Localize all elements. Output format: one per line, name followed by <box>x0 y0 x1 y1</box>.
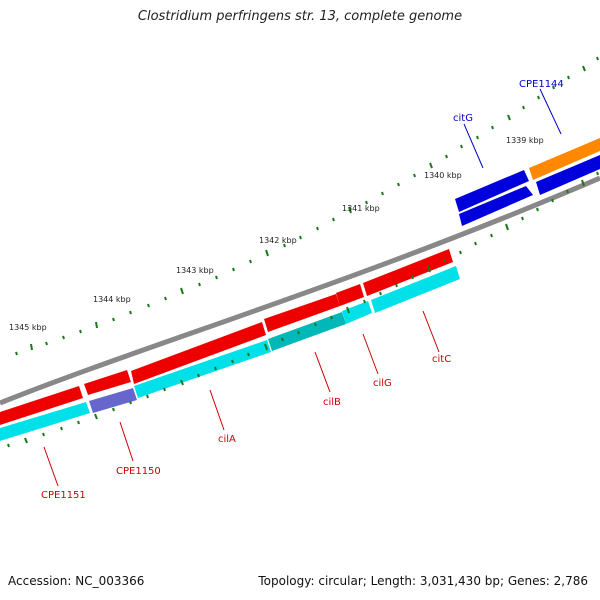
gene-citG-outer[interactable] <box>455 170 529 212</box>
gene-citG-inner[interactable] <box>459 186 533 226</box>
scale-label-1341: 1341 kbp <box>342 204 380 213</box>
gene-label-cpe1151[interactable]: CPE1151 <box>41 490 86 501</box>
feature-cpe1150-cyan[interactable] <box>89 388 137 413</box>
forward-strand <box>455 138 600 226</box>
scale-label-1343: 1343 kbp <box>176 266 214 275</box>
feature-citC-cyan[interactable] <box>371 266 460 313</box>
gene-cpe1144-inner[interactable] <box>536 155 600 195</box>
genome-summary-text: Topology: circular; Length: 3,031,430 bp… <box>258 574 588 588</box>
gene-cpe1150-red[interactable] <box>84 370 131 395</box>
genome-backbone <box>0 175 600 406</box>
accession-text: Accession: NC_003366 <box>8 574 145 588</box>
scale-label-1345: 1345 kbp <box>9 323 47 332</box>
gene-citC-red[interactable] <box>363 249 453 296</box>
gene-cilA-red[interactable] <box>131 322 266 384</box>
gene-label-cpe1150[interactable]: CPE1150 <box>116 466 161 477</box>
gene-cpe1144-outer[interactable] <box>529 138 600 180</box>
reverse-strand <box>0 249 460 441</box>
scale-label-1339: 1339 kbp <box>506 136 544 145</box>
outer-tick-ring <box>15 56 599 356</box>
gene-cpe1151-red[interactable] <box>0 386 83 425</box>
gene-label-cilB[interactable]: cilB <box>323 397 341 408</box>
gene-label-citG[interactable]: citG <box>453 113 473 124</box>
gene-cilB-red[interactable] <box>264 294 340 332</box>
gene-cilG-red[interactable] <box>336 284 364 306</box>
gene-labels: CPE1144 citG citC cilG cilB cilA CPE1150… <box>41 79 564 501</box>
feature-cilB-cyan[interactable] <box>268 312 346 351</box>
gene-label-citC[interactable]: citC <box>432 354 451 365</box>
scale-label-1344: 1344 kbp <box>93 295 131 304</box>
feature-cpe1151-cyan[interactable] <box>0 402 90 441</box>
scale-labels: 1339 kbp 1340 kbp 1341 kbp 1342 kbp 1343… <box>9 136 544 332</box>
inner-tick-ring <box>7 171 599 448</box>
map-title: Clostridium perfringens str. 13, complet… <box>137 9 463 24</box>
gene-label-cpe1144[interactable]: CPE1144 <box>519 79 564 90</box>
label-leaders <box>43 88 562 487</box>
feature-cilG-cyan[interactable] <box>342 301 372 324</box>
scale-label-1340: 1340 kbp <box>424 171 462 180</box>
scale-label-1342: 1342 kbp <box>259 236 297 245</box>
gene-label-cilG[interactable]: cilG <box>373 378 392 389</box>
gene-label-cilA[interactable]: cilA <box>218 434 236 445</box>
feature-cilA-cyan[interactable] <box>134 340 271 398</box>
